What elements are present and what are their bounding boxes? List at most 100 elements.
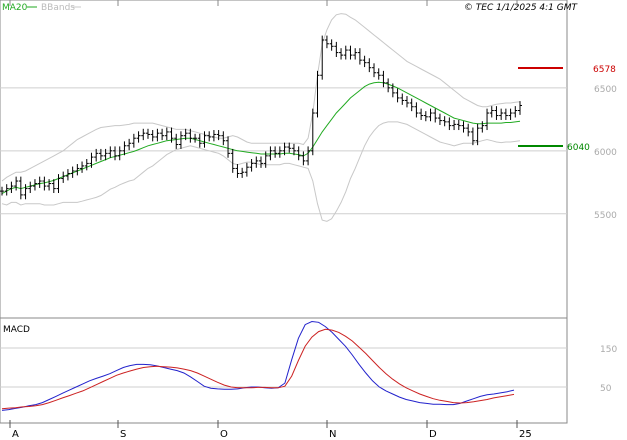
ohlc-bar [150, 130, 155, 142]
macd-lines [1, 320, 515, 411]
ohlc-bar [65, 169, 70, 181]
ohlc-bar [47, 179, 52, 191]
ohlc-bar [254, 156, 259, 168]
ohlc-bar [164, 127, 169, 141]
macd-label: MACD [3, 325, 30, 335]
ohlc-bar [428, 108, 433, 122]
macd-y-tick-label: 50 [600, 384, 612, 394]
ohlc-bar [447, 117, 452, 131]
ohlc-bar [197, 133, 202, 148]
x-axis: A S O N D 25 [9, 0, 532, 440]
ohlc-bar [211, 130, 216, 142]
x-tick-label: D [429, 429, 437, 440]
ohlc-bar [470, 127, 475, 146]
ohlc-bar [357, 48, 362, 65]
ohlc-bar [268, 146, 273, 161]
ohlc-bar [329, 39, 334, 51]
ohlc-bar [207, 131, 212, 142]
ohlc-bar [183, 128, 188, 141]
ohlc-bar [362, 55, 367, 68]
ohlc-bar [367, 58, 372, 73]
ohlc-bar [145, 128, 150, 139]
ohlc-bar [480, 121, 485, 133]
ohlc-bar [136, 131, 141, 143]
ohlc-bar [28, 181, 33, 193]
ohlc-bar [221, 131, 226, 146]
ohlc-bar [287, 142, 292, 153]
resistance-label: 6578 [593, 65, 616, 75]
ma20-line [1, 81, 521, 195]
ohlc-bar [282, 142, 287, 156]
macd-y-ticks: 50 150 [600, 345, 617, 394]
ohlc-bar [80, 161, 85, 173]
ohlc-bar [508, 108, 513, 120]
ohlc-bar [409, 98, 414, 112]
bbands-legend-label: BBands [41, 3, 75, 13]
price-y-ticks: 5500 6000 6500 [594, 85, 617, 221]
ohlc-bar [291, 143, 296, 156]
ohlc-bar [32, 179, 37, 191]
ohlc-bar [216, 130, 221, 141]
ohlc-bar [230, 148, 235, 173]
ohlc-bar [499, 108, 504, 120]
support-label: 6040 [567, 143, 590, 153]
ohlc-bar [315, 70, 320, 118]
x-tick-label: 25 [519, 429, 532, 440]
ohlc-bar [386, 78, 391, 93]
price-levels: 6578 6040 [518, 65, 616, 153]
ohlc-bar [339, 48, 344, 60]
copyright-text: © TEC 1/1/2025 4:1 GMT [464, 3, 579, 13]
ohlc-bar [202, 131, 207, 148]
ohlc-bar [169, 127, 174, 143]
price-y-tick-label: 6000 [594, 148, 617, 158]
ohlc-bar [324, 35, 329, 49]
ohlc-bar [277, 146, 282, 158]
ohlc-bar [306, 146, 311, 166]
ohlc-bar [178, 131, 183, 149]
ohlc-bar [141, 128, 146, 141]
ohlc-bar [475, 123, 480, 146]
ohlc-bar [263, 151, 268, 168]
ohlc-bar [400, 93, 405, 105]
ohlc-bar [37, 176, 42, 188]
ohlc-bar [42, 176, 47, 191]
ohlc-bar [489, 106, 494, 118]
ohlc-bar [155, 128, 160, 142]
ohlc-bar [188, 128, 193, 143]
ohlc-bar [18, 176, 23, 200]
price-panel-frame [0, 0, 568, 319]
ohlc-bar [513, 106, 518, 118]
ohlc-bar [70, 166, 75, 178]
ohlc-bar [310, 108, 315, 156]
ohlc-bar [89, 152, 94, 168]
price-y-tick-label: 6500 [594, 85, 617, 95]
ma20-path [1, 81, 521, 195]
ohlc-bar [381, 70, 386, 88]
signal-line [1, 328, 515, 410]
ohlc-bar [296, 146, 301, 161]
ohlc-bar [404, 96, 409, 108]
ohlc-bar [240, 167, 245, 178]
ohlc-bar [117, 146, 122, 161]
ohlc-bar [320, 35, 325, 80]
ohlc-bar [4, 184, 9, 196]
x-tick-label: N [329, 429, 336, 440]
ohlc-bar [433, 108, 438, 123]
ohlc-bar [235, 164, 240, 178]
macd-panel: 50 150 MACD [0, 317, 617, 424]
ohlc-bar [103, 148, 108, 161]
ohlc-bar [113, 146, 118, 161]
ohlc-bar [414, 102, 419, 118]
ohlc-bar [456, 119, 461, 131]
ohlc-bar [61, 171, 66, 183]
ohlc-bar [174, 133, 179, 149]
ohlc-bar [244, 162, 249, 177]
ohlc-bar [226, 136, 231, 158]
ohlc-bar [0, 186, 4, 196]
ohlc-bar [273, 146, 278, 158]
ma-legend-label: MA20 [2, 3, 28, 13]
ohlc-bar [485, 108, 490, 131]
ohlc-bar [452, 119, 457, 131]
ohlc-bar [127, 138, 132, 151]
bbands-upper-line [1, 13, 521, 182]
